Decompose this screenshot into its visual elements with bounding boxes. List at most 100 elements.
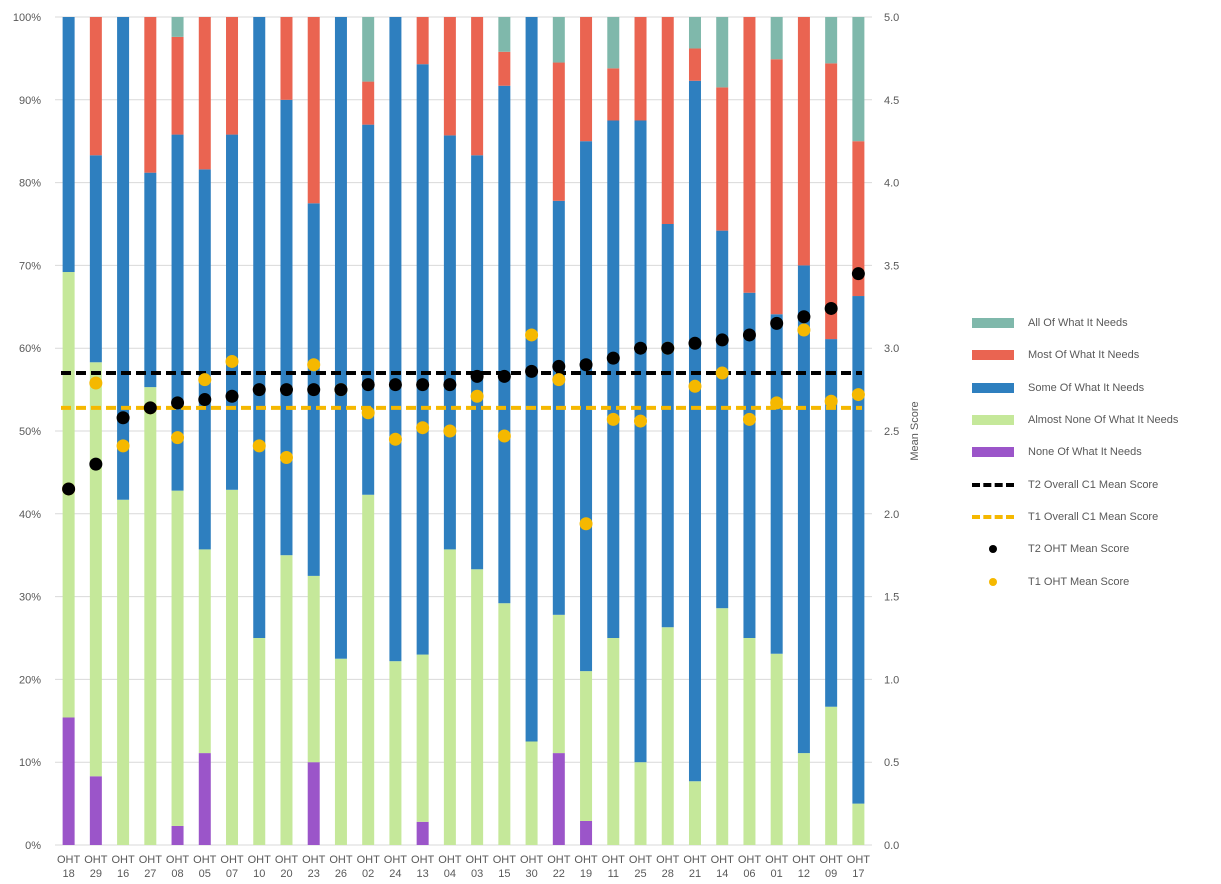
mean-point — [824, 394, 838, 408]
bar-segment — [362, 81, 375, 125]
mean-point — [525, 364, 539, 378]
mean-point — [851, 267, 865, 281]
legend-item: T2 Overall C1 Mean Score — [972, 468, 1217, 500]
x-tick-label: OHT 13 — [411, 854, 435, 880]
bar-segment — [389, 661, 402, 845]
bar-segment — [307, 17, 320, 204]
mean-point — [225, 389, 239, 403]
legend-swatch — [972, 415, 1014, 426]
mean-point — [661, 341, 675, 355]
bar-segment — [770, 59, 783, 315]
mean-point — [171, 431, 185, 445]
mean-point — [797, 310, 811, 324]
x-tick-label: OHT 14 — [711, 854, 735, 880]
left-tick-label: 40% — [19, 509, 41, 521]
bar-segment — [552, 753, 565, 845]
bar-segment — [89, 17, 102, 156]
bar-segment — [852, 141, 865, 297]
bar-segment — [89, 155, 102, 363]
mean-point — [470, 369, 484, 383]
bar-segment — [498, 85, 511, 604]
bar-segment — [525, 741, 538, 845]
bar-segment — [661, 17, 674, 224]
left-tick-label: 50% — [19, 426, 41, 438]
bar-segment — [797, 265, 810, 754]
mean-point — [797, 323, 811, 337]
mean-point — [606, 351, 620, 365]
bar-segment — [525, 17, 538, 742]
mean-point — [770, 396, 784, 410]
mean-point — [361, 406, 375, 420]
bar-segment — [226, 489, 239, 845]
bar-segment — [716, 87, 729, 231]
bar-segment — [743, 292, 756, 638]
mean-point — [62, 482, 76, 496]
bar-segment — [198, 17, 211, 170]
mean-point — [279, 450, 293, 464]
bar-segment — [144, 172, 157, 388]
mean-point — [606, 412, 620, 426]
bar-segment — [416, 654, 429, 822]
legend-item: All Of What It Needs — [972, 307, 1217, 339]
right-tick-label: 4.0 — [884, 178, 899, 190]
legend-swatch — [972, 350, 1014, 361]
bar-segment — [825, 17, 838, 64]
x-tick-label: OHT 18 — [57, 854, 81, 880]
right-tick-label: 1.5 — [884, 592, 899, 604]
bar-segment — [171, 825, 184, 845]
mean-point — [851, 388, 865, 402]
left-tick-label: 100% — [13, 12, 41, 24]
bar-segment — [362, 17, 375, 82]
bar-segment — [552, 62, 565, 201]
bar-segment — [471, 17, 484, 156]
legend-label: Almost None Of What It Needs — [1028, 414, 1179, 427]
bar-segment — [797, 753, 810, 845]
left-tick-label: 0% — [25, 840, 41, 852]
x-tick-label: OHT 25 — [629, 854, 653, 880]
mean-point — [279, 383, 293, 397]
mean-point — [416, 378, 430, 392]
bar-segment — [825, 63, 838, 340]
bar-segment — [443, 17, 456, 136]
mean-point — [634, 414, 648, 428]
x-tick-label: OHT 04 — [438, 854, 462, 880]
mean-point — [416, 421, 430, 435]
mean-point — [715, 366, 729, 380]
legend-swatch — [972, 577, 1014, 586]
mean-point — [552, 359, 566, 373]
x-tick-label: OHT 27 — [139, 854, 163, 880]
x-tick-label: OHT 21 — [683, 854, 707, 880]
bar-segment — [198, 549, 211, 754]
bar-segment — [362, 494, 375, 845]
bar-segment — [580, 820, 593, 845]
bar-segment — [62, 17, 75, 273]
bar-segment — [144, 387, 157, 845]
bar-segment — [552, 614, 565, 754]
legend-swatch — [972, 545, 1014, 554]
bar-segment — [171, 36, 184, 135]
bar-segment — [743, 638, 756, 845]
mean-point — [742, 412, 756, 426]
legend-label: Most Of What It Needs — [1028, 349, 1140, 362]
bar-segment — [688, 17, 701, 49]
right-tick-label: 3.0 — [884, 343, 899, 355]
bar-segment — [852, 296, 865, 804]
legend-label: T2 Overall C1 Mean Score — [1028, 478, 1159, 491]
legend-item: Some Of What It Needs — [972, 372, 1217, 404]
x-tick-label: OHT 16 — [111, 854, 135, 880]
right-axis: 0.0 0.5 1.0 1.5 2.0 2.5 3.0 3.5 4.0 4.5 5.0 — [884, 12, 899, 852]
x-tick-label: OHT 08 — [166, 854, 190, 880]
x-tick-label: OHT 28 — [656, 854, 680, 880]
bar-segment — [688, 781, 701, 845]
right-tick-label: 0.5 — [884, 757, 899, 769]
mean-point — [443, 424, 457, 438]
mean-point — [715, 333, 729, 347]
x-tick-label: OHT 11 — [602, 854, 626, 880]
bar-segment — [307, 762, 320, 845]
mean-point — [443, 378, 457, 392]
legend-label: All Of What It Needs — [1028, 317, 1128, 330]
mean-point — [688, 336, 702, 350]
bar-segment — [852, 803, 865, 845]
bar-segment — [770, 653, 783, 845]
